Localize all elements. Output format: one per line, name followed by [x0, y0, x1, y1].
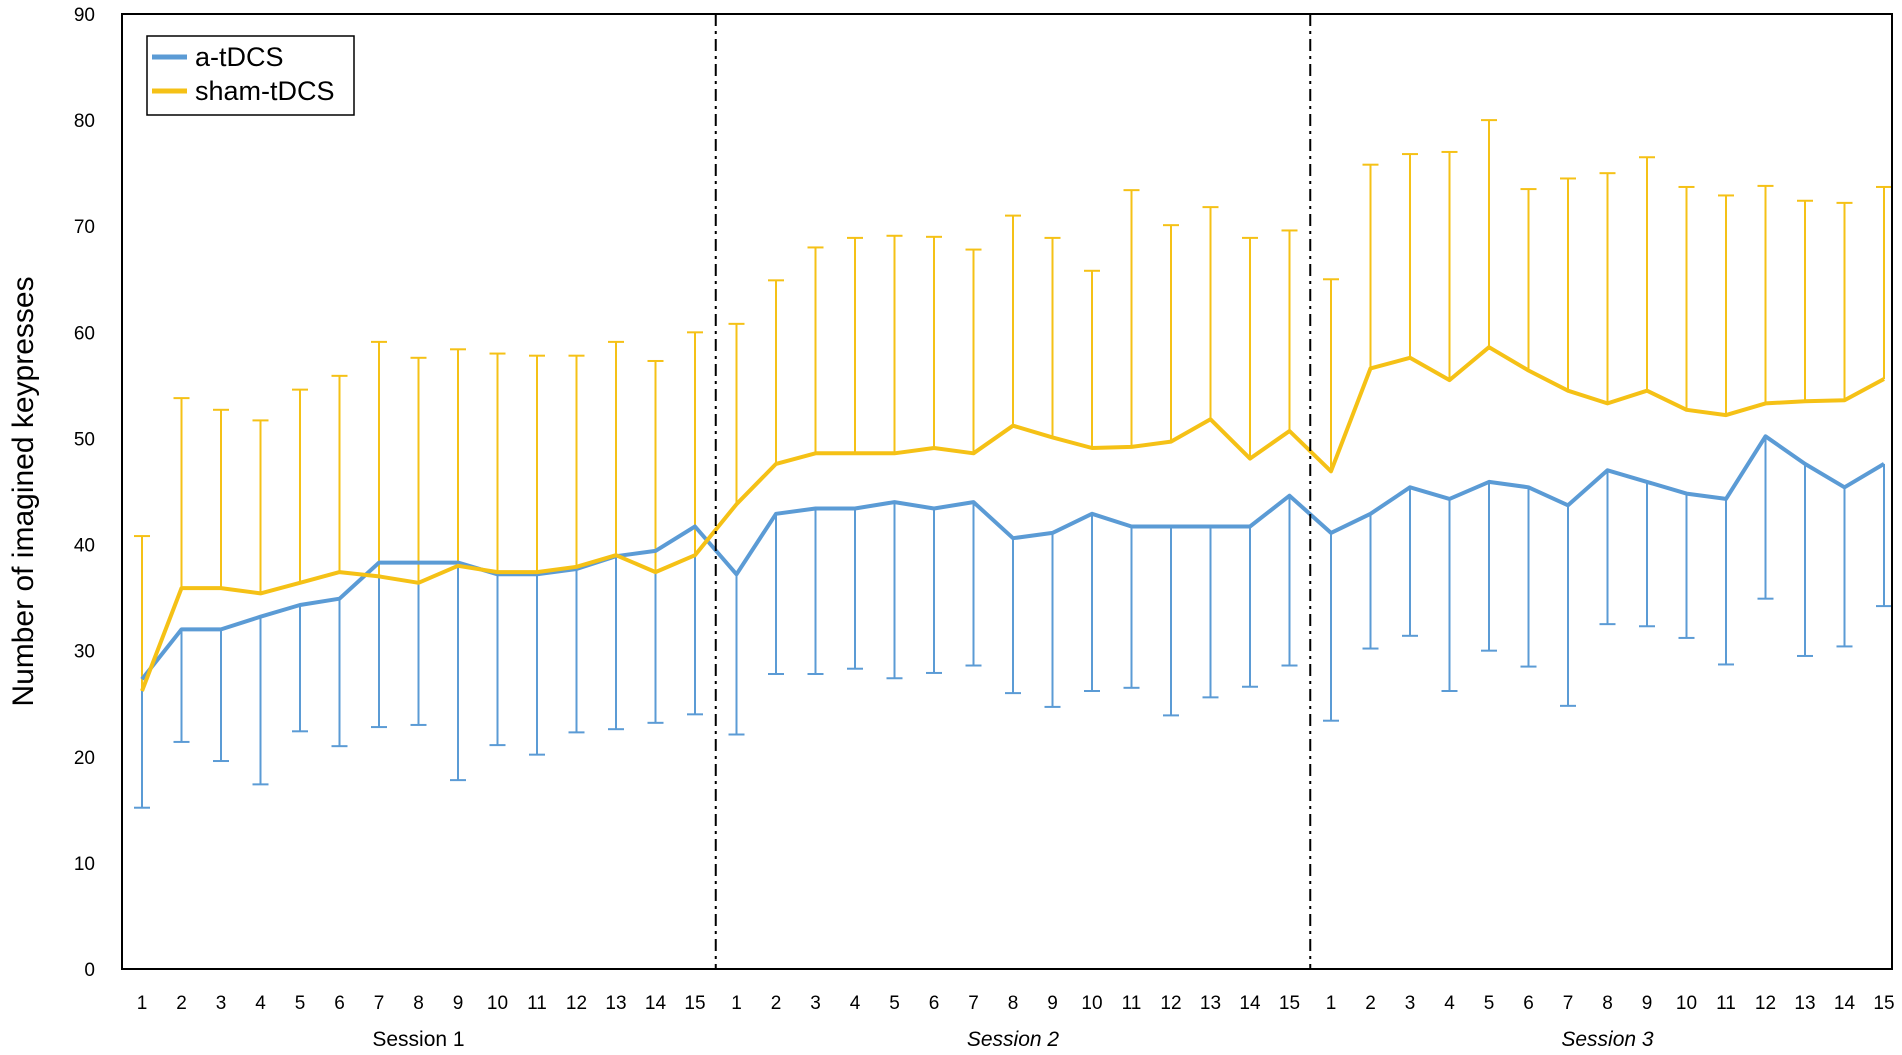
x-tick-label: 2 [771, 993, 782, 1014]
x-tick-label: 13 [1200, 993, 1221, 1014]
x-tick-label: 14 [1834, 993, 1856, 1014]
y-axis-label: Number of imagined keypresses [7, 276, 40, 706]
x-tick-label: 10 [1676, 993, 1697, 1014]
x-tick-label: 7 [374, 993, 385, 1014]
x-tick-label: 11 [1716, 993, 1736, 1014]
y-tick-label: 50 [74, 429, 95, 450]
x-tick-label: 10 [1081, 993, 1102, 1014]
x-tick-label: 9 [1642, 993, 1653, 1014]
legend-box [146, 35, 355, 116]
session-label: Session 2 [967, 1028, 1060, 1051]
x-tick-label: 15 [684, 993, 705, 1014]
y-tick-label: 60 [74, 323, 95, 344]
legend: a-tDCS sham-tDCS [146, 35, 355, 116]
error-bars [134, 119, 1892, 809]
x-tick-label: 11 [1122, 993, 1142, 1014]
y-tick-label: 90 [74, 5, 95, 26]
session-label: Session 3 [1561, 1028, 1654, 1051]
x-tick-label: 5 [1484, 993, 1495, 1014]
session-label: Session 1 [372, 1028, 464, 1051]
x-tick-label: 12 [1755, 993, 1776, 1014]
x-axis: 1 2 3 4 5 6 7 8 9 10 11 12 13 14 15 1 2 3 4 5 6 7 8 9 10 11 12 13 14… [137, 993, 1895, 1051]
plot-frame [121, 13, 1893, 970]
x-tick-label: 9 [1047, 993, 1058, 1014]
x-tick-label: 4 [1444, 993, 1455, 1014]
x-tick-label: 3 [216, 993, 227, 1014]
x-tick-label: 5 [295, 993, 306, 1014]
y-tick-label: 30 [74, 642, 95, 663]
x-tick-label: 6 [1523, 993, 1534, 1014]
y-tick-label: 10 [74, 854, 95, 875]
x-tick-label: 6 [929, 993, 940, 1014]
legend-label: sham-tDCS [195, 76, 335, 106]
x-tick-label: 11 [527, 993, 547, 1014]
x-tick-label: 3 [1405, 993, 1416, 1014]
y-tick-label: 40 [74, 536, 95, 557]
x-tick-label: 15 [1279, 993, 1300, 1014]
x-tick-label: 13 [605, 993, 626, 1014]
x-tick-label: 6 [334, 993, 345, 1014]
x-tick-label: 9 [453, 993, 464, 1014]
x-tick-label: 5 [889, 993, 900, 1014]
y-tick-label: 20 [74, 748, 95, 769]
x-tick-label: 1 [1326, 993, 1337, 1014]
x-tick-label: 1 [731, 993, 742, 1014]
x-tick-label: 15 [1873, 993, 1894, 1014]
x-tick-label: 8 [1602, 993, 1613, 1014]
y-axis: 0 10 20 30 40 50 60 70 80 90 [74, 5, 95, 981]
x-tick-label: 14 [645, 993, 667, 1014]
x-tick-label: 7 [968, 993, 979, 1014]
y-tick-label: 0 [84, 960, 95, 981]
x-tick-label: 4 [255, 993, 266, 1014]
y-tick-label: 80 [74, 111, 95, 132]
y-tick-label: 70 [74, 217, 95, 238]
plot-border [121, 13, 1893, 970]
x-tick-label: 10 [487, 993, 508, 1014]
legend-label: a-tDCS [195, 42, 284, 72]
x-tick-label: 12 [1160, 993, 1181, 1014]
series-line [140, 434, 1886, 681]
series-lines [140, 345, 1886, 692]
x-tick-label: 14 [1239, 993, 1261, 1014]
x-tick-label: 8 [413, 993, 424, 1014]
x-tick-label: 7 [1563, 993, 1574, 1014]
x-tick-label: 3 [810, 993, 821, 1014]
x-tick-label: 4 [850, 993, 861, 1014]
x-tick-label: 2 [1365, 993, 1376, 1014]
x-tick-label: 13 [1794, 993, 1815, 1014]
x-tick-label: 1 [137, 993, 148, 1014]
x-tick-label: 8 [1008, 993, 1019, 1014]
series-line [140, 345, 1885, 692]
x-tick-label: 12 [566, 993, 587, 1014]
x-tick-label: 2 [176, 993, 187, 1014]
